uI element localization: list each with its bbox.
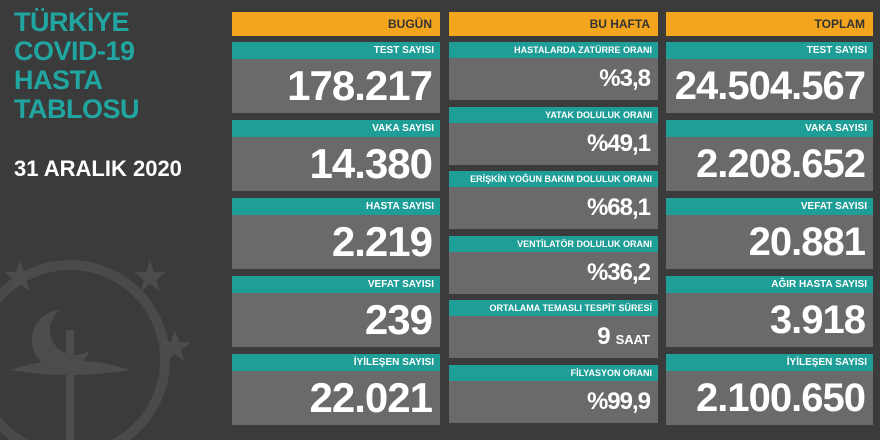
stat-card: İYİLEŞEN SAYISI 22.021 bbox=[232, 354, 440, 425]
stat-value: 2.219 bbox=[232, 215, 440, 269]
stat-label: VENTİLATÖR DOLULUK ORANI bbox=[449, 235, 658, 252]
stat-value: 239 bbox=[232, 293, 440, 347]
stat-label: TEST SAYISI bbox=[666, 42, 873, 59]
stat-label: HASTALARDA ZATÜRRE ORANI bbox=[449, 42, 658, 58]
stat-value: %3,8 bbox=[449, 58, 658, 100]
title-line: COVID-19 bbox=[14, 36, 135, 66]
stat-value: %36,2 bbox=[449, 252, 658, 294]
stat-number: %3,8 bbox=[599, 65, 651, 92]
stat-value: 9 SAAT bbox=[449, 316, 658, 358]
stat-value: %68,1 bbox=[449, 187, 658, 229]
stat-label: AĞIR HASTA SAYISI bbox=[666, 276, 873, 293]
stat-label: İYİLEŞEN SAYISI bbox=[232, 354, 440, 371]
stat-label: VAKA SAYISI bbox=[232, 120, 440, 137]
stat-value: 178.217 bbox=[232, 59, 440, 113]
stat-value: 2.208.652 bbox=[666, 137, 873, 191]
column-header: TOPLAM bbox=[666, 12, 873, 36]
stat-value: 14.380 bbox=[232, 137, 440, 191]
stat-card: VEFAT SAYISI 20.881 bbox=[666, 198, 873, 269]
stat-value: 20.881 bbox=[666, 215, 873, 269]
stat-card: İYİLEŞEN SAYISI 2.100.650 bbox=[666, 354, 873, 425]
stat-label: TEST SAYISI bbox=[232, 42, 440, 59]
stat-number: %99,9 bbox=[586, 387, 651, 415]
stat-card: VAKA SAYISI 14.380 bbox=[232, 120, 440, 191]
stat-card: VEFAT SAYISI 239 bbox=[232, 276, 440, 347]
stat-card: ERİŞKİN YOĞUN BAKIM DOLULUK ORANI %68,1 bbox=[449, 171, 658, 229]
stat-label: ERİŞKİN YOĞUN BAKIM DOLULUK ORANI bbox=[449, 171, 658, 187]
stat-card: FİLYASYON ORANI %99,9 bbox=[449, 364, 658, 423]
stat-value: 24.504.567 bbox=[666, 59, 873, 113]
title: TÜRKİYE COVID-19 HASTA TABLOSU bbox=[14, 7, 140, 124]
stat-card: HASTA SAYISI 2.219 bbox=[232, 198, 440, 269]
stat-label: HASTA SAYISI bbox=[232, 198, 440, 215]
stat-number: 9 bbox=[597, 323, 610, 350]
stat-number: 2.100.650 bbox=[696, 376, 866, 420]
stat-number: 239 bbox=[364, 296, 433, 343]
stat-number: %68,1 bbox=[586, 194, 651, 221]
title-line: HASTA bbox=[14, 65, 103, 95]
stat-label: YATAK DOLULUK ORANI bbox=[449, 106, 658, 123]
stat-card: TEST SAYISI 178.217 bbox=[232, 42, 440, 113]
stat-value: 2.100.650 bbox=[666, 371, 873, 425]
stat-number: 24.504.567 bbox=[674, 64, 866, 108]
stat-label: İYİLEŞEN SAYISI bbox=[666, 354, 873, 371]
emblem bbox=[0, 260, 191, 440]
stat-number: 2.208.652 bbox=[696, 142, 866, 186]
stat-label: FİLYASYON ORANI bbox=[449, 364, 658, 381]
stat-number: 20.881 bbox=[748, 220, 866, 264]
stat-number: %49,1 bbox=[586, 129, 651, 157]
stat-number: 178.217 bbox=[287, 62, 433, 109]
stat-unit: SAAT bbox=[615, 332, 650, 347]
date: 31 ARALIK 2020 bbox=[14, 156, 182, 181]
stat-label: VEFAT SAYISI bbox=[666, 198, 873, 215]
stat-value: %99,9 bbox=[449, 381, 658, 423]
stat-number: 2.219 bbox=[331, 218, 433, 265]
stat-number: 22.021 bbox=[309, 374, 433, 421]
stat-card: VAKA SAYISI 2.208.652 bbox=[666, 120, 873, 191]
stat-label: ORTALAMA TEMASLI TESPİT SÜRESİ bbox=[449, 300, 658, 316]
title-line: TÜRKİYE bbox=[14, 7, 130, 37]
stat-number: %36,2 bbox=[586, 258, 651, 286]
stat-number: 3.918 bbox=[769, 298, 866, 342]
stat-card: HASTALARDA ZATÜRRE ORANI %3,8 bbox=[449, 42, 658, 100]
stat-card: YATAK DOLULUK ORANI %49,1 bbox=[449, 106, 658, 165]
stat-card: TEST SAYISI 24.504.567 bbox=[666, 42, 873, 113]
column-header: BU HAFTA bbox=[449, 12, 658, 36]
stat-number: 14.380 bbox=[309, 140, 433, 187]
stat-value: 22.021 bbox=[232, 371, 440, 425]
stat-card: ORTALAMA TEMASLI TESPİT SÜRESİ 9 SAAT bbox=[449, 300, 658, 358]
stat-value: 3.918 bbox=[666, 293, 873, 347]
title-line: TABLOSU bbox=[14, 94, 140, 124]
stat-value: %49,1 bbox=[449, 123, 658, 165]
stat-label: VEFAT SAYISI bbox=[232, 276, 440, 293]
stat-card: VENTİLATÖR DOLULUK ORANI %36,2 bbox=[449, 235, 658, 294]
column-header: BUGÜN bbox=[232, 12, 440, 36]
stat-label: VAKA SAYISI bbox=[666, 120, 873, 137]
stat-card: AĞIR HASTA SAYISI 3.918 bbox=[666, 276, 873, 347]
